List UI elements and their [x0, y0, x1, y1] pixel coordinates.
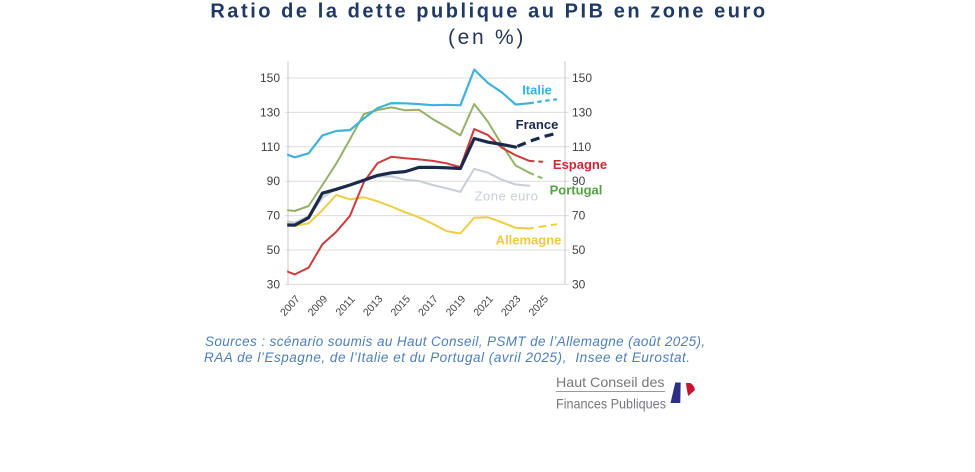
- svg-text:130: 130: [260, 105, 280, 119]
- svg-text:Ratio de la dette publique au: Ratio de la dette publique au PIB en zon…: [210, 1, 767, 23]
- svg-text:30: 30: [267, 277, 281, 291]
- svg-text:150: 150: [572, 71, 592, 85]
- svg-text:50: 50: [267, 243, 281, 257]
- svg-text:Italie: Italie: [522, 83, 552, 98]
- svg-text:70: 70: [572, 209, 586, 223]
- svg-text:30: 30: [572, 277, 586, 291]
- svg-text:Sources : scénario soumis au H: Sources : scénario soumis au Haut Consei…: [205, 334, 705, 349]
- svg-text:France: France: [516, 117, 559, 132]
- svg-text:Allemagne: Allemagne: [496, 233, 562, 248]
- svg-text:110: 110: [572, 140, 591, 154]
- svg-text:RAA de l’Espagne, de l’Italie: RAA de l’Espagne, de l’Italie et du Port…: [204, 350, 691, 365]
- svg-text:Haut Conseil des: Haut Conseil des: [556, 374, 665, 390]
- svg-text:130: 130: [572, 105, 592, 119]
- svg-text:50: 50: [572, 243, 586, 257]
- svg-text:150: 150: [260, 71, 280, 85]
- svg-text:Espagne: Espagne: [553, 157, 607, 172]
- svg-text:Zone euro: Zone euro: [475, 189, 539, 204]
- svg-text:90: 90: [572, 174, 586, 188]
- svg-text:90: 90: [267, 174, 281, 188]
- svg-text:70: 70: [267, 209, 281, 223]
- svg-text:(en %): (en %): [448, 26, 526, 49]
- svg-text:Portugal: Portugal: [550, 183, 603, 198]
- svg-text:Finances Publiques: Finances Publiques: [556, 396, 666, 412]
- svg-text:110: 110: [261, 140, 280, 154]
